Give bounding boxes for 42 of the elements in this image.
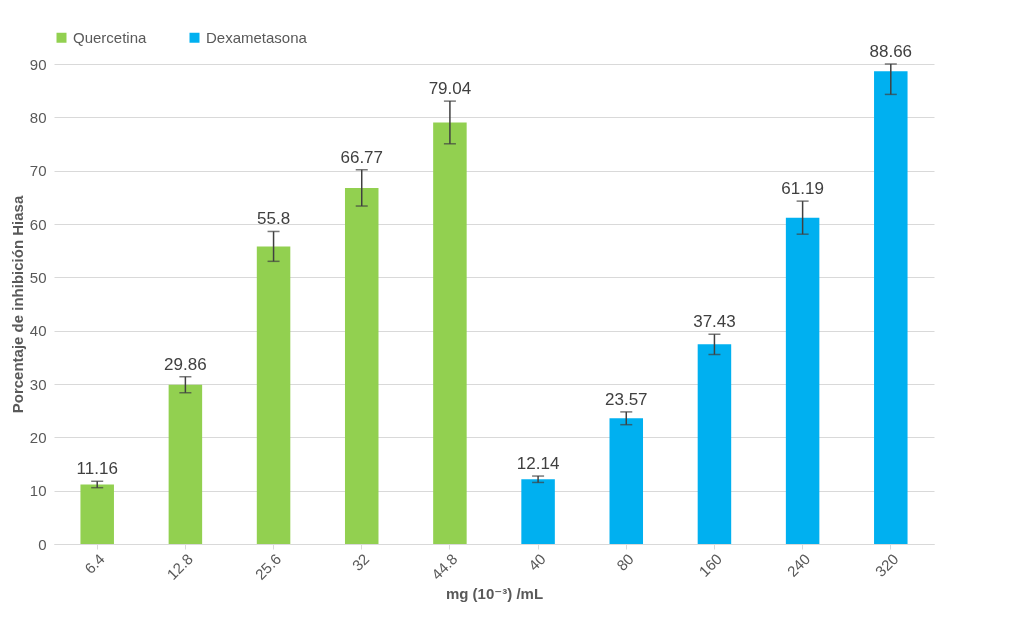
- y-tick-label: 80: [29, 108, 47, 126]
- bar: [168, 384, 203, 544]
- data-label: 23.57: [604, 389, 648, 409]
- y-tick-label: 70: [29, 162, 47, 180]
- x-tick-label: 80: [613, 550, 637, 574]
- bar: [344, 187, 379, 544]
- bar: [80, 484, 114, 544]
- legend-label: Quercetina: [73, 28, 148, 46]
- x-tick-label: 44.8: [427, 550, 461, 583]
- data-label: 12.14: [516, 454, 560, 474]
- data-label: 79.04: [428, 79, 472, 99]
- y-tick-label: 90: [29, 55, 47, 73]
- bar: [874, 71, 908, 544]
- x-tick-label: 160: [695, 550, 726, 580]
- x-tick-label: 40: [524, 550, 549, 574]
- x-axis-title: mg (10⁻³) /mL: [445, 584, 544, 602]
- data-label: 29.86: [164, 354, 207, 374]
- data-label: 55.8: [257, 209, 291, 229]
- data-label: 66.77: [340, 147, 384, 167]
- bar: [256, 246, 291, 544]
- y-tick-label: 30: [29, 375, 47, 393]
- data-label: 61.19: [781, 179, 824, 199]
- y-tick-label: 10: [29, 482, 47, 500]
- data-label: 37.43: [693, 312, 736, 332]
- x-tick-label: 32: [348, 550, 373, 574]
- x-tick-label: 320: [871, 550, 902, 580]
- bar: [785, 217, 820, 544]
- x-tick-label: 6.4: [81, 550, 108, 577]
- bar: [521, 479, 555, 544]
- y-tick-label: 20: [29, 428, 47, 446]
- y-axis-title: Porcentaje de inhibición Hiasa: [8, 195, 26, 414]
- data-label: 11.16: [76, 459, 118, 479]
- y-tick-label: 40: [29, 322, 47, 340]
- y-tick-label: 0: [38, 535, 47, 553]
- x-tick-label: 240: [783, 550, 814, 580]
- bar: [697, 344, 732, 544]
- y-tick-label: 60: [29, 215, 47, 233]
- bar: [433, 122, 467, 544]
- data-label: 88.66: [869, 42, 913, 61]
- legend-label: Dexametasona: [206, 28, 308, 46]
- y-tick-label: 50: [29, 268, 47, 286]
- bar: [609, 418, 644, 544]
